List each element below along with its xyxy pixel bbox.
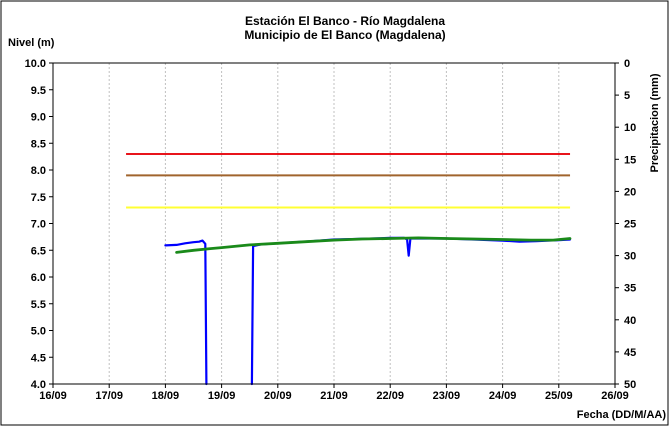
y2-tick-label: 0 (624, 58, 630, 70)
series-group (164, 236, 572, 386)
x-tick-label: 23/09 (433, 390, 461, 402)
y-tick-label: 10.0 (25, 58, 46, 70)
y2-tick-label: 40 (624, 315, 636, 327)
y-tick-label: 8.5 (31, 138, 46, 150)
y2-tick-label: 25 (624, 219, 636, 231)
y-tick-label: 9.0 (31, 112, 46, 124)
grid (108, 63, 560, 384)
x-tick-label: 21/09 (320, 390, 348, 402)
x-ticks: 16/09 17/09 18/09 19/09 20/09 21/09 22/09 23/09… (39, 384, 629, 402)
y2-tick-label: 15 (624, 154, 636, 166)
y2-tick-label: 50 (624, 379, 636, 391)
y2-tick-label: 35 (624, 283, 636, 295)
y-tick-label: 6.5 (31, 245, 46, 257)
y-tick-label: 6.0 (31, 272, 46, 284)
series-line-trend (175, 236, 572, 254)
x-tick-label: 18/09 (152, 390, 180, 402)
x-tick-label: 22/09 (376, 390, 404, 402)
chart-title-line2: Municipio de El Banco (Magdalena) (244, 28, 445, 42)
y-tick-label: 5.5 (31, 299, 46, 311)
x-tick-label: 17/09 (95, 390, 123, 402)
y-tick-label: 4.0 (31, 379, 46, 391)
y-tick-label: 4.5 (31, 352, 46, 364)
x-tick-label: 24/09 (489, 390, 517, 402)
x-axis-label: Fecha (DD/M/AA) (577, 409, 667, 421)
y2-tick-label: 30 (624, 251, 636, 263)
y2-tick-label: 45 (624, 347, 636, 359)
x-tick-label: 20/09 (264, 390, 292, 402)
y2-axis-label: Precipitacion (mm) (649, 73, 661, 172)
y2-tick-label: 5 (624, 90, 630, 102)
y2-tick-label: 20 (624, 186, 636, 198)
y-tick-label: 7.5 (31, 192, 46, 204)
y-ticks: 4.0 4.5 5.0 5.5 6.0 6.5 7.0 7.5 8.0 8.5 9.0 9.5 10.0 (25, 58, 53, 391)
y2-ticks: 0 5 10 15 20 25 30 35 40 45 50 (615, 58, 636, 391)
x-tick-label: 25/09 (545, 390, 573, 402)
series-line-level (164, 239, 208, 386)
x-tick-label: 26/09 (601, 390, 629, 402)
y-tick-label: 7.0 (31, 219, 46, 231)
y-tick-label: 9.5 (31, 85, 46, 97)
x-tick-label: 16/09 (39, 390, 67, 402)
chart-title-line1: Estación El Banco - Río Magdalena (245, 14, 445, 28)
y-tick-label: 5.0 (31, 326, 46, 338)
threshold-lines (126, 152, 571, 209)
y-axis-label: Nivel (m) (8, 37, 55, 49)
y-tick-label: 8.0 (31, 165, 46, 177)
y2-tick-label: 10 (624, 122, 636, 134)
x-tick-label: 19/09 (208, 390, 236, 402)
